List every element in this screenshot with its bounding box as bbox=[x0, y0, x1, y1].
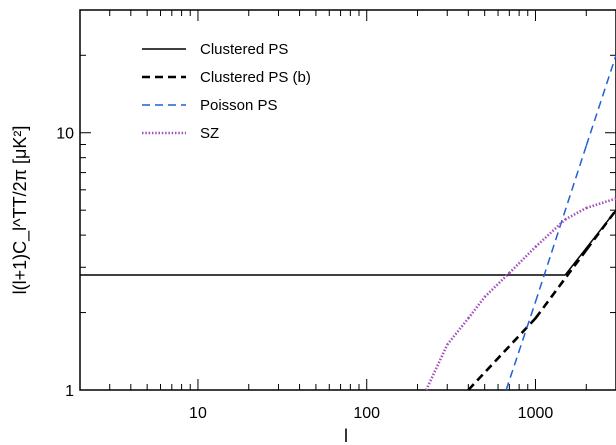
series-clustered-ps bbox=[80, 209, 616, 276]
axis-tick-labels: 10 100 1000 1 10 bbox=[56, 126, 553, 422]
y-axis-label: l(l+1)C_l^TT/2π [μK²] bbox=[10, 126, 31, 295]
x-tick-label: 100 bbox=[353, 405, 380, 422]
x-tick-label: 10 bbox=[189, 405, 207, 422]
x-axis-label: l bbox=[344, 426, 348, 445]
plot-frame bbox=[79, 9, 616, 391]
legend-label: Clustered PS (b) bbox=[200, 69, 311, 86]
series-poisson-ps bbox=[505, 55, 616, 391]
legend: Clustered PS Clustered PS (b) Poisson PS SZ bbox=[142, 41, 311, 142]
legend-label: Clustered PS bbox=[200, 41, 288, 58]
y-tick-label: 1 bbox=[65, 383, 74, 400]
series-lines bbox=[80, 55, 616, 391]
series-clustered-ps-b bbox=[467, 209, 616, 391]
legend-label: Poisson PS bbox=[200, 97, 278, 114]
x-tick-label: 1000 bbox=[518, 405, 554, 422]
series-sz bbox=[424, 197, 616, 391]
y-tick-label: 10 bbox=[56, 126, 74, 143]
axis-ticks bbox=[79, 9, 616, 391]
legend-label: SZ bbox=[200, 125, 219, 142]
